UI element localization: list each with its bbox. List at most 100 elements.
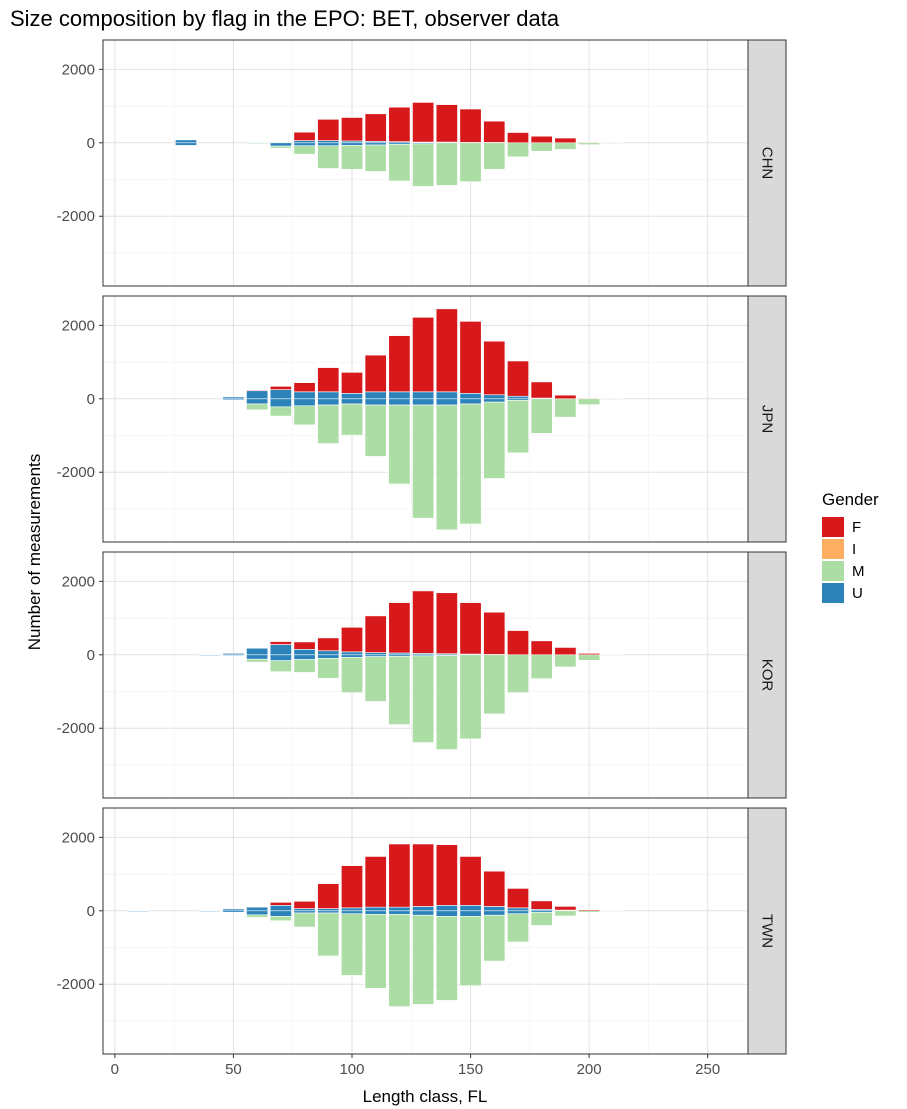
bar-jpn-f-up-150 bbox=[459, 321, 482, 394]
bar-kor-f-up-130 bbox=[412, 590, 435, 654]
legend-label: I bbox=[852, 541, 856, 558]
bar-twn-u-down-170 bbox=[507, 910, 529, 915]
legend-item-f: F bbox=[822, 517, 861, 537]
bar-kor-u-up-100 bbox=[341, 651, 363, 656]
bar-chn-m-down-200 bbox=[578, 142, 601, 145]
bar-kor-f-up-150 bbox=[459, 602, 482, 655]
bar-twn-f-up-70 bbox=[269, 902, 292, 906]
bar-twn-m-down-200 bbox=[578, 910, 601, 913]
bar-kor-m-down-70 bbox=[269, 660, 292, 672]
bar-twn-u-up-80 bbox=[293, 908, 316, 912]
bar-chn-m-down-80 bbox=[293, 145, 316, 155]
bar-kor-f-up-100 bbox=[341, 626, 363, 653]
legend-label: M bbox=[852, 563, 865, 580]
bar-twn-u-up-70 bbox=[269, 904, 292, 912]
bar-kor-f-up-70 bbox=[269, 641, 292, 645]
bar-twn-f-up-130 bbox=[412, 843, 435, 907]
bar-kor-m-down-110 bbox=[364, 656, 387, 702]
bar-twn-f-up-110 bbox=[364, 856, 387, 908]
bar-chn-u-down-100 bbox=[341, 142, 363, 146]
panel-twn: -2000 0 2000 TWN bbox=[57, 807, 787, 1055]
bar-jpn-f-up-180 bbox=[530, 381, 553, 399]
bar-kor-u-down-40 bbox=[198, 654, 221, 656]
bar-twn-u-down-130 bbox=[412, 910, 435, 916]
bar-jpn-f-up-120 bbox=[388, 335, 411, 393]
bar-jpn-m-down-120 bbox=[388, 404, 411, 485]
facet-label: JPN bbox=[759, 405, 776, 433]
bar-kor-u-up-80 bbox=[293, 648, 316, 656]
legend-title: Gender bbox=[822, 490, 879, 509]
bar-jpn-u-down-140 bbox=[435, 398, 458, 406]
legend-label: F bbox=[852, 519, 861, 536]
bar-twn-u-down-150 bbox=[459, 910, 482, 917]
bar-jpn-u-up-90 bbox=[317, 391, 340, 400]
bar-chn-m-down-60 bbox=[246, 143, 269, 145]
bar-chn-m-down-160 bbox=[483, 142, 506, 170]
panel-jpn: -2000 0 2000 JPN bbox=[57, 295, 787, 543]
panel-kor: -2000 0 2000 KOR bbox=[57, 551, 787, 799]
bar-twn-m-down-130 bbox=[412, 914, 435, 1005]
bar-jpn-f-up-140 bbox=[435, 308, 458, 393]
bar-jpn-f-up-80 bbox=[293, 382, 316, 393]
bar-jpn-u-up-110 bbox=[364, 391, 387, 400]
bar-jpn-f-up-60 bbox=[246, 389, 269, 392]
bar-twn-u-down-100 bbox=[341, 910, 363, 915]
bar-twn-m-down-120 bbox=[388, 914, 411, 1007]
bar-jpn-u-up-120 bbox=[388, 391, 411, 400]
bar-kor-u-down-80 bbox=[293, 654, 316, 660]
bar-jpn-u-down-120 bbox=[388, 398, 411, 406]
panels: -200002000CHN-200002000JPN-200002000KOR-… bbox=[57, 39, 787, 1055]
bar-chn-f-up-90 bbox=[317, 119, 340, 141]
bar-twn-f-up-100 bbox=[341, 865, 363, 909]
bar-twn-m-down-170 bbox=[507, 913, 529, 943]
bar-twn-f-up-120 bbox=[388, 843, 411, 908]
bar-chn-m-down-150 bbox=[459, 142, 482, 183]
bar-twn-u-down-120 bbox=[388, 910, 411, 915]
bar-chn-m-down-120 bbox=[388, 143, 411, 182]
bar-twn-u-down-50 bbox=[222, 910, 245, 913]
bar-kor-f-up-180 bbox=[530, 640, 553, 656]
bar-chn-f-up-160 bbox=[483, 120, 506, 143]
bar-twn-u-down-160 bbox=[483, 910, 506, 916]
bar-twn-u-up-120 bbox=[388, 906, 411, 912]
facet-label: KOR bbox=[759, 659, 776, 692]
bar-twn-f-up-160 bbox=[483, 870, 506, 907]
x-tick-label: 150 bbox=[458, 1061, 483, 1078]
bar-chn-m-down-210 bbox=[601, 142, 624, 144]
facet-strip bbox=[747, 551, 787, 799]
bar-chn-m-down-140 bbox=[435, 142, 458, 186]
y-tick-label: -2000 bbox=[57, 208, 95, 225]
bar-kor-f-up-120 bbox=[388, 602, 411, 654]
bar-chn-u-down-80 bbox=[293, 142, 316, 147]
bar-jpn-f-up-110 bbox=[364, 354, 387, 393]
bar-chn-m-down-70 bbox=[269, 145, 292, 149]
bar-twn-u-up-110 bbox=[364, 906, 387, 912]
bar-jpn-u-down-70 bbox=[269, 398, 292, 408]
bar-jpn-u-down-150 bbox=[459, 398, 482, 405]
bar-chn-m-down-90 bbox=[317, 145, 340, 169]
bar-jpn-u-down-130 bbox=[412, 398, 435, 406]
bar-jpn-f-up-100 bbox=[341, 372, 363, 394]
legend-swatch bbox=[822, 539, 844, 559]
bar-twn-u-down-140 bbox=[435, 910, 458, 917]
bar-kor-m-down-140 bbox=[435, 655, 458, 750]
y-tick-label: 0 bbox=[87, 135, 95, 152]
bar-jpn-u-up-140 bbox=[435, 391, 458, 400]
bar-twn-u-down-60 bbox=[246, 910, 269, 916]
bar-chn-f-up-170 bbox=[507, 132, 529, 144]
bar-jpn-m-down-70 bbox=[269, 406, 292, 417]
bar-twn-f-up-80 bbox=[293, 900, 316, 909]
bar-jpn-m-down-60 bbox=[246, 403, 269, 411]
bar-jpn-m-down-200 bbox=[578, 398, 601, 405]
facet-label: TWN bbox=[759, 914, 776, 948]
bar-twn-m-down-210 bbox=[601, 910, 624, 912]
bar-twn-u-up-150 bbox=[459, 904, 482, 912]
y-tick-label: 0 bbox=[87, 647, 95, 664]
bar-jpn-m-down-140 bbox=[435, 404, 458, 531]
bar-twn-m-down-70 bbox=[269, 916, 292, 922]
bar-kor-m-down-90 bbox=[317, 658, 340, 679]
bar-kor-u-up-60 bbox=[246, 647, 269, 656]
bar-jpn-m-down-180 bbox=[530, 398, 553, 434]
bar-twn-m-down-190 bbox=[554, 910, 577, 917]
